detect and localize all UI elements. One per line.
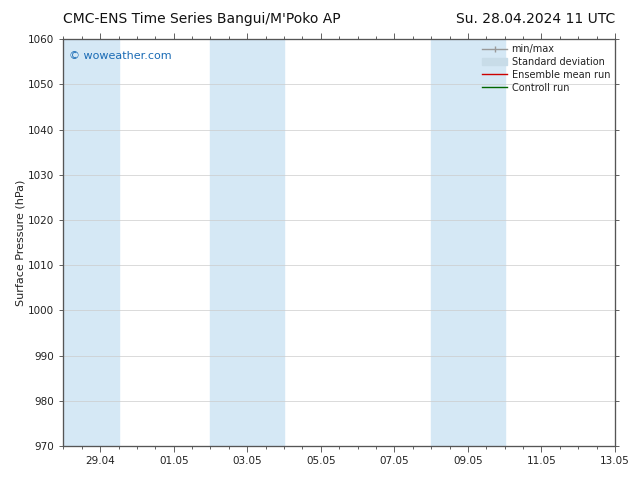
Bar bbox=[431, 39, 505, 446]
Y-axis label: Surface Pressure (hPa): Surface Pressure (hPa) bbox=[15, 179, 25, 306]
Bar bbox=[63, 39, 119, 446]
Legend: min/max, Standard deviation, Ensemble mean run, Controll run: min/max, Standard deviation, Ensemble me… bbox=[482, 44, 610, 93]
Bar bbox=[210, 39, 284, 446]
Text: CMC-ENS Time Series Bangui/M'Poko AP: CMC-ENS Time Series Bangui/M'Poko AP bbox=[63, 12, 341, 26]
Text: Su. 28.04.2024 11 UTC: Su. 28.04.2024 11 UTC bbox=[456, 12, 615, 26]
Text: © woweather.com: © woweather.com bbox=[69, 51, 172, 61]
